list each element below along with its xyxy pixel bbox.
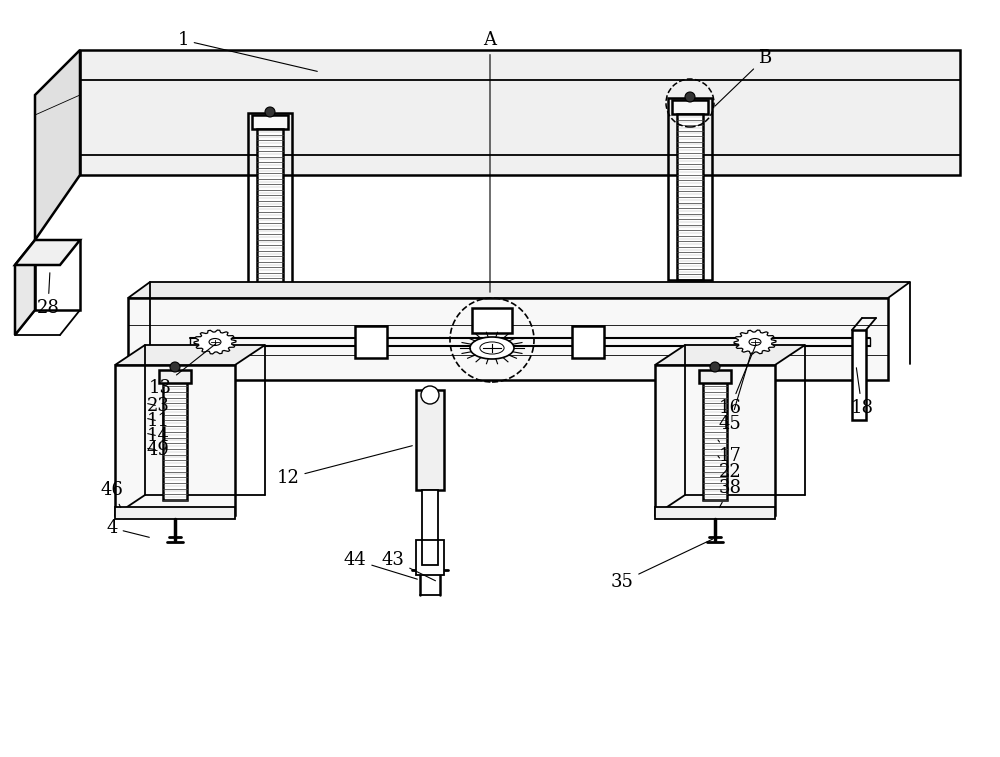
- Circle shape: [685, 92, 695, 102]
- Polygon shape: [194, 330, 236, 354]
- Bar: [159, 370, 191, 383]
- Bar: [703, 375, 727, 500]
- Polygon shape: [734, 330, 776, 354]
- Text: 18: 18: [850, 368, 874, 417]
- Polygon shape: [655, 365, 775, 515]
- Bar: [355, 326, 387, 358]
- Bar: [163, 375, 187, 500]
- Polygon shape: [15, 240, 80, 265]
- Text: 45: 45: [719, 353, 751, 433]
- Text: 23: 23: [147, 397, 169, 415]
- Polygon shape: [416, 390, 444, 490]
- Text: 28: 28: [37, 273, 59, 317]
- Polygon shape: [416, 540, 444, 575]
- Text: 14: 14: [147, 427, 169, 445]
- Bar: [672, 100, 708, 114]
- Ellipse shape: [480, 342, 504, 354]
- Ellipse shape: [470, 337, 514, 359]
- Ellipse shape: [749, 338, 761, 345]
- Polygon shape: [128, 298, 888, 380]
- Polygon shape: [35, 240, 80, 310]
- Polygon shape: [80, 50, 960, 175]
- Bar: [668, 98, 712, 280]
- Text: 16: 16: [718, 344, 756, 417]
- Bar: [252, 115, 288, 129]
- Text: B: B: [715, 49, 772, 106]
- Text: 11: 11: [146, 412, 170, 430]
- Polygon shape: [115, 365, 235, 515]
- Bar: [677, 114, 703, 280]
- Text: 43: 43: [382, 551, 436, 581]
- Bar: [248, 113, 292, 295]
- Ellipse shape: [209, 338, 221, 345]
- Text: 38: 38: [718, 479, 742, 507]
- Text: 17: 17: [718, 440, 741, 465]
- Circle shape: [170, 362, 180, 372]
- Circle shape: [710, 362, 720, 372]
- Bar: [115, 507, 235, 519]
- Text: 4: 4: [106, 519, 149, 537]
- Bar: [572, 326, 604, 358]
- Text: 12: 12: [277, 446, 412, 487]
- Text: 1: 1: [177, 31, 317, 71]
- Bar: [472, 308, 512, 333]
- Bar: [257, 129, 283, 295]
- Polygon shape: [35, 50, 80, 240]
- Circle shape: [265, 107, 275, 117]
- Text: 44: 44: [344, 551, 417, 579]
- Polygon shape: [115, 345, 265, 365]
- Bar: [655, 507, 775, 519]
- Bar: [699, 370, 731, 383]
- Text: 49: 49: [147, 441, 169, 459]
- Circle shape: [421, 386, 439, 404]
- Text: 46: 46: [101, 481, 123, 507]
- Bar: [852, 330, 866, 420]
- Polygon shape: [15, 240, 35, 335]
- Text: 22: 22: [718, 456, 741, 481]
- Polygon shape: [128, 282, 910, 298]
- Polygon shape: [655, 345, 805, 365]
- Text: A: A: [484, 31, 496, 292]
- Text: 35: 35: [611, 539, 712, 591]
- Polygon shape: [422, 490, 438, 540]
- Text: 13: 13: [148, 344, 216, 397]
